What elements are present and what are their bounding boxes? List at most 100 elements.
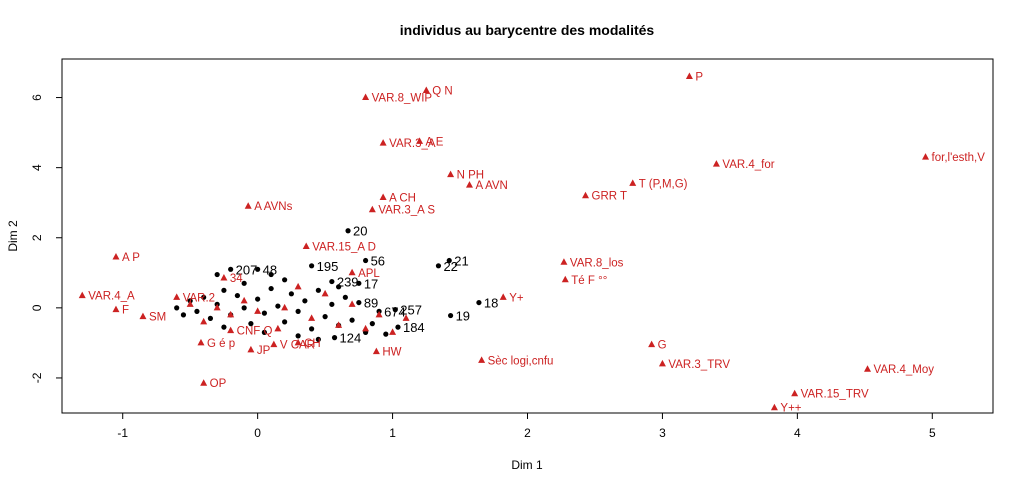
modality-label: N PH	[457, 170, 484, 182]
x-tick-label: -1	[117, 426, 128, 440]
x-axis: -1 0 1 2 3 4 5	[117, 413, 936, 440]
modality-label: Q N	[432, 86, 452, 98]
modality-point	[362, 324, 370, 332]
individual-point	[221, 324, 227, 330]
individual-point	[383, 331, 389, 337]
modality-point	[402, 314, 410, 321]
modality-point	[112, 305, 120, 313]
x-tick-label: 0	[254, 426, 261, 440]
modality-label: V CAR	[280, 340, 315, 352]
individual-point	[261, 329, 267, 335]
individual-point	[356, 280, 362, 286]
individual-point	[349, 317, 355, 323]
modality-point	[362, 93, 370, 101]
individual-point	[362, 257, 369, 264]
modality-label: VAR.8_los	[570, 257, 624, 269]
modality-point	[712, 160, 720, 167]
individual-point	[342, 294, 348, 300]
modality-point	[658, 359, 666, 367]
modality-label: A E	[426, 136, 444, 148]
individual-point	[255, 296, 261, 302]
modality-point	[247, 345, 255, 353]
modality-point	[244, 202, 252, 209]
individual-label: 257	[400, 303, 422, 318]
modality-label: VAR.15_TRV	[801, 389, 869, 401]
x-tick-label: 2	[524, 426, 531, 440]
individual-point	[315, 336, 321, 342]
modality-point	[186, 300, 194, 307]
y-tick-label: 6	[30, 94, 44, 101]
individual-label: 239	[337, 275, 359, 290]
modality-label: APL	[358, 268, 380, 280]
modality-label: G é p	[207, 338, 235, 350]
modality-point	[254, 307, 262, 314]
modality-label: P	[695, 72, 703, 84]
individual-label: 20	[353, 224, 367, 239]
individual-label: 207	[236, 262, 258, 277]
modality-label: JP	[257, 345, 271, 357]
individual-point	[322, 314, 328, 320]
individual-point	[221, 287, 227, 293]
modality-point	[379, 193, 387, 200]
modality-label: F	[122, 305, 129, 317]
modality-point	[302, 242, 310, 250]
x-tick-label: 1	[389, 426, 396, 440]
individual-point	[180, 312, 187, 318]
modality-point	[227, 326, 235, 334]
individual-point	[476, 299, 482, 306]
modality-label: A AVNs	[254, 201, 292, 213]
modality-label: VAR.3_A	[389, 138, 436, 150]
individual-point	[234, 292, 241, 299]
modality-point	[294, 282, 302, 290]
modality-label: Sèc logi,cnfu	[488, 355, 554, 367]
individual-point	[268, 285, 274, 292]
modality-point	[200, 317, 208, 325]
modality-point	[240, 296, 248, 304]
modality-point	[499, 293, 507, 300]
individual-point	[248, 321, 254, 327]
individual-point	[315, 287, 321, 293]
modality-label: VAR.3_A S	[378, 205, 435, 217]
individual-point	[309, 326, 315, 332]
modality-point	[112, 253, 120, 260]
modality-point	[348, 268, 356, 276]
individual-point	[302, 298, 308, 304]
individual-label: 18	[484, 296, 498, 311]
individual-label: 19	[456, 309, 470, 324]
individual-point	[282, 277, 288, 283]
modality-point	[864, 365, 872, 372]
modality-point	[213, 303, 221, 311]
modality-point	[922, 153, 930, 160]
y-tick-label: 0	[30, 304, 44, 311]
modality-label: 34	[230, 273, 243, 285]
modality-label: CH	[304, 338, 321, 350]
modality-point	[629, 179, 637, 186]
modality-label: Té F °°	[571, 275, 607, 287]
modality-point	[478, 356, 486, 363]
individual-label: 56	[371, 254, 385, 269]
individual-label: 89	[364, 296, 378, 311]
individual-point	[447, 312, 454, 319]
modality-point	[220, 274, 228, 281]
modality-label: A CH	[389, 192, 416, 204]
modality-label: SM	[149, 312, 166, 324]
modality-label: OP	[210, 378, 227, 390]
modality-point	[770, 403, 778, 411]
individual-point	[174, 305, 180, 311]
modality-point	[270, 340, 278, 348]
modality-point	[335, 321, 343, 328]
individual-point	[288, 291, 294, 297]
modality-label: A P	[122, 252, 140, 264]
modality-label: for,l'esth,V	[932, 152, 986, 164]
individual-point	[336, 284, 342, 290]
modality-point	[200, 379, 208, 386]
modality-label: G	[658, 340, 667, 352]
modality-label: HW	[382, 347, 401, 359]
modality-point	[348, 300, 356, 307]
y-tick-label: 2	[30, 234, 44, 241]
modality-label: VAR.4_A	[88, 291, 135, 303]
individual-label: 17	[364, 276, 378, 291]
modality-point	[197, 338, 205, 346]
individual-point	[309, 263, 315, 269]
